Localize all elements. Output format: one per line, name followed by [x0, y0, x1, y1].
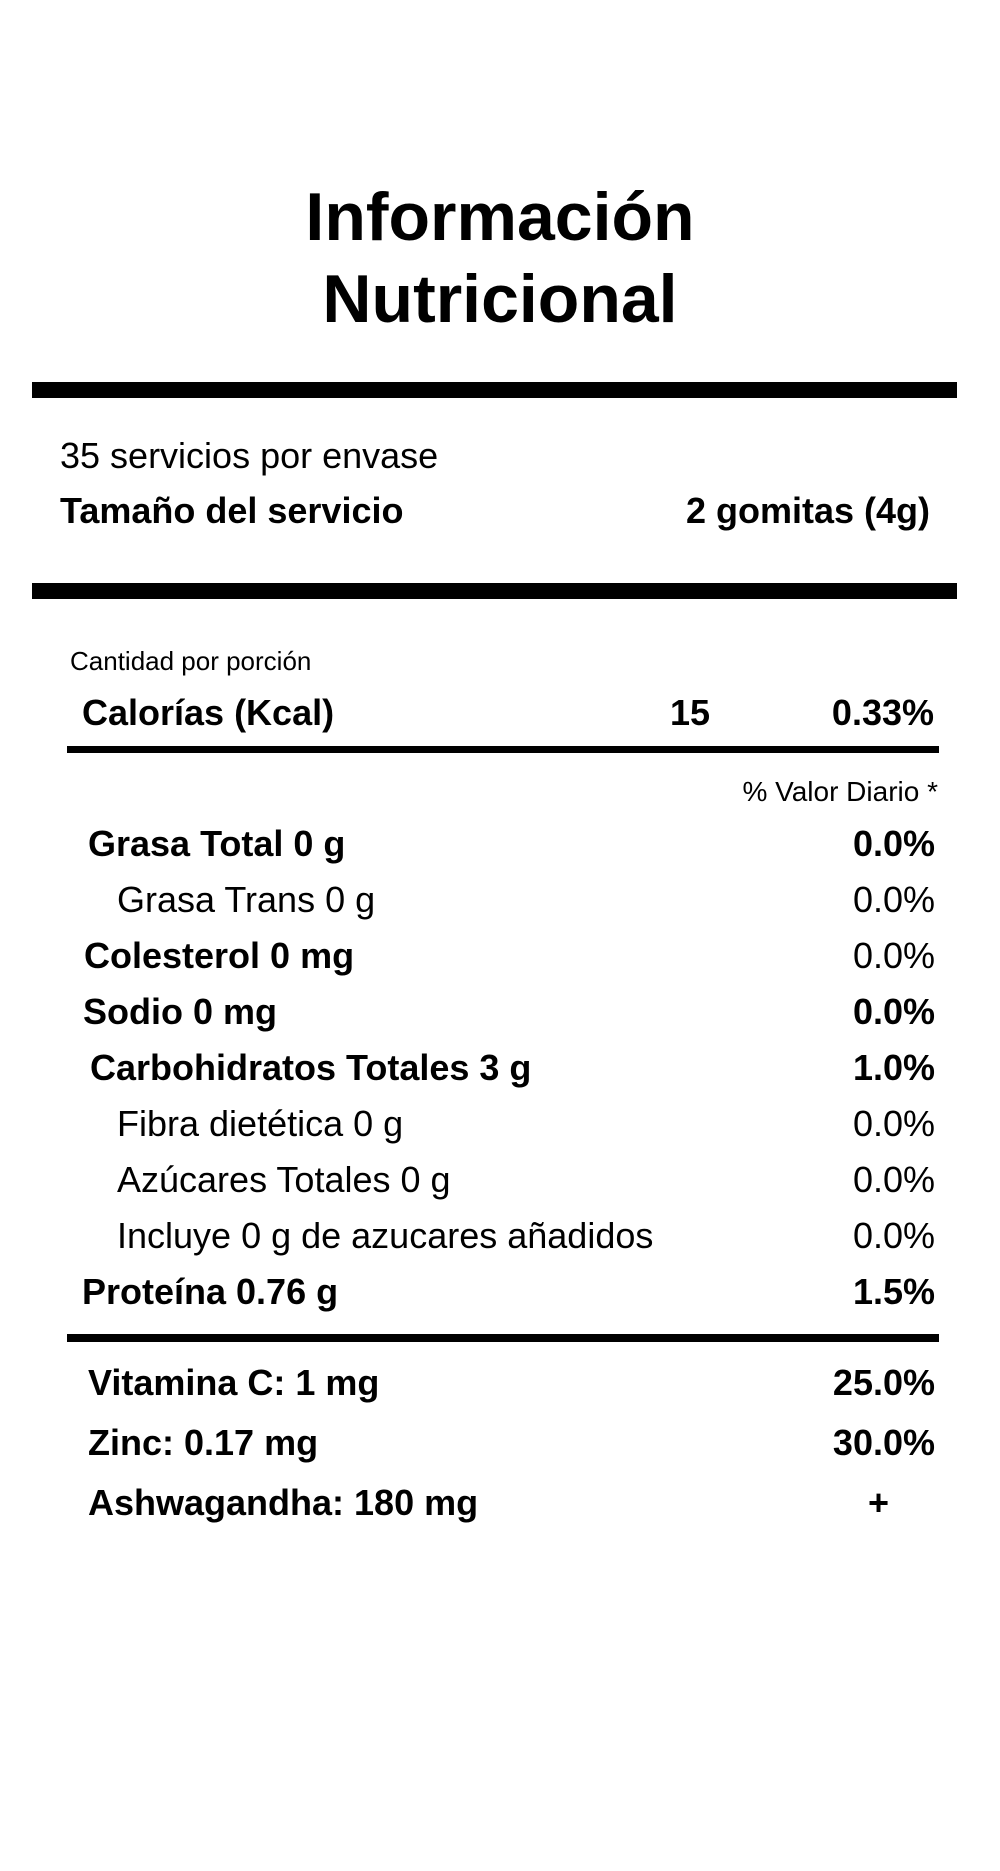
nutrient-label: Sodio 0 mg	[83, 991, 278, 1032]
nutrient-percent: 0.0%	[852, 879, 935, 920]
supplement-label: Vitamina C: 1 mg	[88, 1362, 380, 1403]
title-line-2: Nutricional	[322, 261, 678, 337]
nutrient-label: Incluye 0 g de azucares añadidos	[117, 1215, 654, 1256]
nutrient-label: Grasa Trans 0 g	[117, 879, 376, 920]
nutrient-label: Proteína 0.76 g	[82, 1271, 339, 1312]
title-line-1: Información	[305, 179, 695, 255]
nutrient-label: Carbohidratos Totales 3 g	[90, 1047, 532, 1088]
nutrient-percent: 0.0%	[852, 823, 935, 864]
daily-value-header: % Valor Diario *	[742, 776, 938, 807]
nutrient-percent: 0.0%	[852, 1215, 935, 1256]
serving-size-label: Tamaño del servicio	[60, 490, 404, 531]
thick-divider-serving	[32, 583, 957, 599]
calories-value: 15	[670, 692, 711, 733]
nutrient-label: Colesterol 0 mg	[84, 935, 355, 976]
calories-label: Calorías (Kcal)	[82, 692, 335, 733]
nutrient-label: Fibra dietética 0 g	[117, 1103, 404, 1144]
nutrient-percent: 0.0%	[852, 1103, 935, 1144]
nutrient-percent: 1.5%	[852, 1271, 935, 1312]
divider-supplements	[67, 1334, 939, 1342]
serving-size-value: 2 gomitas (4g)	[685, 490, 930, 531]
nutrient-percent: 1.0%	[852, 1047, 935, 1088]
amount-per-serving-label: Cantidad por porción	[70, 646, 312, 676]
servings-per-container: 35 servicios por envase	[60, 435, 439, 476]
supplement-percent: 30.0%	[832, 1422, 935, 1463]
supplement-percent-plus: +	[868, 1482, 890, 1523]
supplement-label: Zinc: 0.17 mg	[88, 1422, 319, 1463]
calories-percent: 0.33%	[831, 692, 934, 733]
supplement-percent: 25.0%	[832, 1362, 935, 1403]
supplement-label: Ashwagandha: 180 mg	[88, 1482, 479, 1523]
divider-calories	[67, 746, 939, 753]
nutrient-percent: 0.0%	[852, 1159, 935, 1200]
nutrient-label: Grasa Total 0 g	[88, 823, 346, 864]
nutrient-percent: 0.0%	[852, 991, 935, 1032]
thick-divider-top	[32, 382, 957, 398]
nutrient-label: Azúcares Totales 0 g	[117, 1159, 451, 1200]
nutrient-percent: 0.0%	[852, 935, 935, 976]
